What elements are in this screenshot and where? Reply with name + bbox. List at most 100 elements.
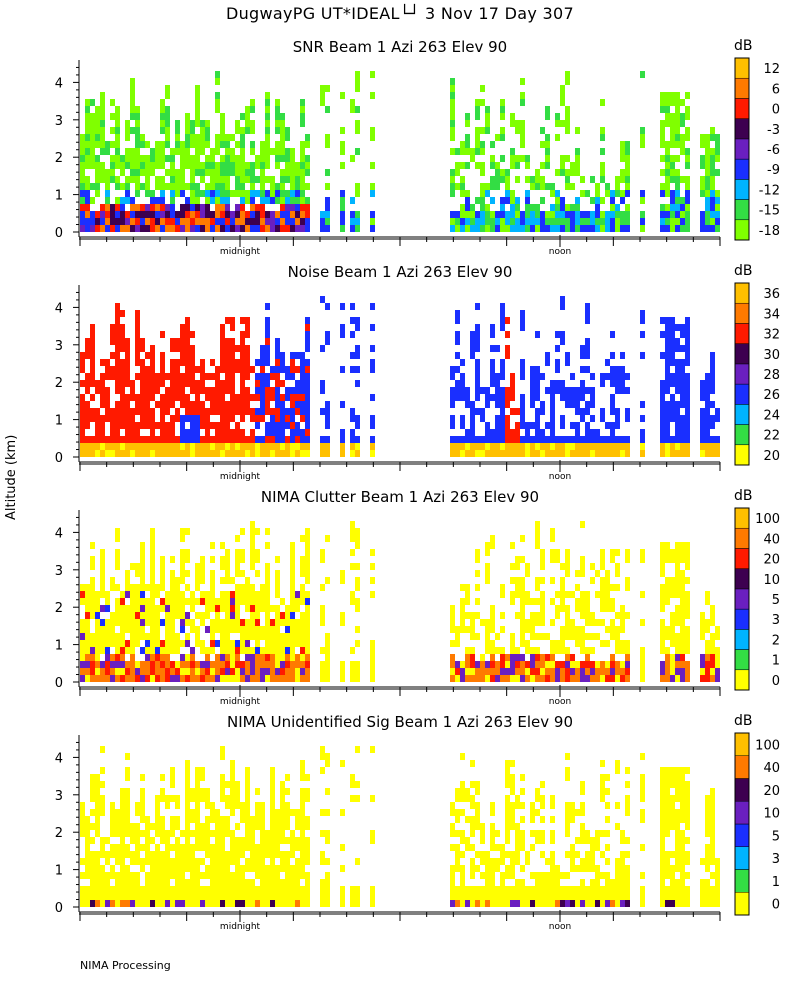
- heatmap-cell: [610, 626, 615, 633]
- heatmap-cell: [250, 605, 255, 612]
- heatmap-cell: [700, 211, 705, 218]
- heatmap-cell: [135, 106, 140, 113]
- heatmap-cell: [660, 605, 665, 612]
- heatmap-cell: [215, 886, 220, 893]
- heatmap-cell: [520, 443, 525, 450]
- heatmap-cell: [575, 148, 580, 155]
- heatmap-cell: [245, 162, 250, 169]
- heatmap-cell: [160, 830, 165, 837]
- heatmap-cell: [540, 211, 545, 218]
- heatmap-cell: [550, 429, 555, 436]
- heatmap-cell: [100, 661, 105, 668]
- heatmap-cell: [555, 120, 560, 127]
- heatmap-cell: [660, 183, 665, 190]
- heatmap-cell: [450, 120, 455, 127]
- heatmap-cell: [100, 429, 105, 436]
- heatmap-cell: [280, 422, 285, 429]
- heatmap-cell: [565, 809, 570, 816]
- heatmap-cell: [320, 556, 325, 563]
- heatmap-cell: [370, 746, 375, 753]
- heatmap-cell: [705, 640, 710, 647]
- heatmap-cell: [115, 830, 120, 837]
- heatmap-cell: [275, 373, 280, 380]
- heatmap-cell: [305, 394, 310, 401]
- heatmap-cell: [130, 429, 135, 436]
- heatmap-cell: [510, 661, 515, 668]
- heatmap-cell: [495, 176, 500, 183]
- heatmap-cell: [555, 605, 560, 612]
- heatmap-cell: [280, 823, 285, 830]
- heatmap-cell: [575, 633, 580, 640]
- heatmap-cell: [285, 619, 290, 626]
- heatmap-cell: [275, 106, 280, 113]
- heatmap-cell: [105, 675, 110, 682]
- heatmap-cell: [95, 654, 100, 661]
- colorbar-segment: [734, 588, 750, 610]
- heatmap-cell: [575, 668, 580, 675]
- heatmap-cell: [580, 176, 585, 183]
- heatmap-cell: [550, 900, 555, 907]
- heatmap-cell: [615, 218, 620, 225]
- heatmap-cell: [220, 795, 225, 802]
- heatmap-cell: [125, 640, 130, 647]
- heatmap-cell: [480, 211, 485, 218]
- heatmap-cell: [550, 387, 555, 394]
- heatmap-cell: [275, 127, 280, 134]
- heatmap-cell: [195, 85, 200, 92]
- heatmap-cell: [150, 436, 155, 443]
- heatmap-cell: [290, 169, 295, 176]
- heatmap-cell: [485, 183, 490, 190]
- heatmap-cell: [260, 851, 265, 858]
- heatmap-cell: [150, 661, 155, 668]
- heatmap-cell: [110, 162, 115, 169]
- heatmap-cell: [230, 605, 235, 612]
- heatmap-cell: [265, 886, 270, 893]
- heatmap-cell: [670, 401, 675, 408]
- heatmap-cell: [215, 823, 220, 830]
- heatmap-cell: [535, 408, 540, 415]
- heatmap-cell: [615, 225, 620, 232]
- heatmap-cell: [275, 591, 280, 598]
- heatmap-cell: [175, 141, 180, 148]
- colorbar-unit-noise: dB: [734, 263, 753, 279]
- heatmap-cell: [300, 886, 305, 893]
- heatmap-cell: [685, 345, 690, 352]
- heatmap-cell: [530, 647, 535, 654]
- heatmap-cell: [660, 619, 665, 626]
- heatmap-cell: [620, 619, 625, 626]
- heatmap-cell: [450, 879, 455, 886]
- heatmap-cell: [230, 767, 235, 774]
- heatmap-cell: [660, 900, 665, 907]
- heatmap-cell: [670, 127, 675, 134]
- heatmap-cell: [130, 436, 135, 443]
- heatmap-cell: [265, 134, 270, 141]
- heatmap-cell: [600, 591, 605, 598]
- heatmap-cell: [95, 106, 100, 113]
- heatmap-cell: [80, 162, 85, 169]
- heatmap-cell: [160, 886, 165, 893]
- heatmap-cell: [200, 591, 205, 598]
- heatmap-cell: [320, 345, 325, 352]
- heatmap-cell: [525, 598, 530, 605]
- heatmap-cell: [275, 570, 280, 577]
- heatmap-cell: [510, 781, 515, 788]
- heatmap-cell: [555, 134, 560, 141]
- heatmap-cell: [130, 647, 135, 654]
- heatmap-cell: [245, 401, 250, 408]
- heatmap-cell: [325, 169, 330, 176]
- heatmap-cell: [355, 795, 360, 802]
- heatmap-cell: [245, 366, 250, 373]
- heatmap-cell: [165, 865, 170, 872]
- heatmap-cell: [715, 436, 720, 443]
- heatmap-cell: [370, 422, 375, 429]
- heatmap-cell: [220, 753, 225, 760]
- heatmap-cell: [685, 324, 690, 331]
- heatmap-cell: [250, 99, 255, 106]
- heatmap-cell: [85, 436, 90, 443]
- heatmap-cell: [185, 654, 190, 661]
- heatmap-cell: [340, 443, 345, 450]
- heatmap-cell: [90, 127, 95, 134]
- heatmap-cell: [350, 211, 355, 218]
- heatmap-cell: [610, 584, 615, 591]
- heatmap-cell: [370, 647, 375, 654]
